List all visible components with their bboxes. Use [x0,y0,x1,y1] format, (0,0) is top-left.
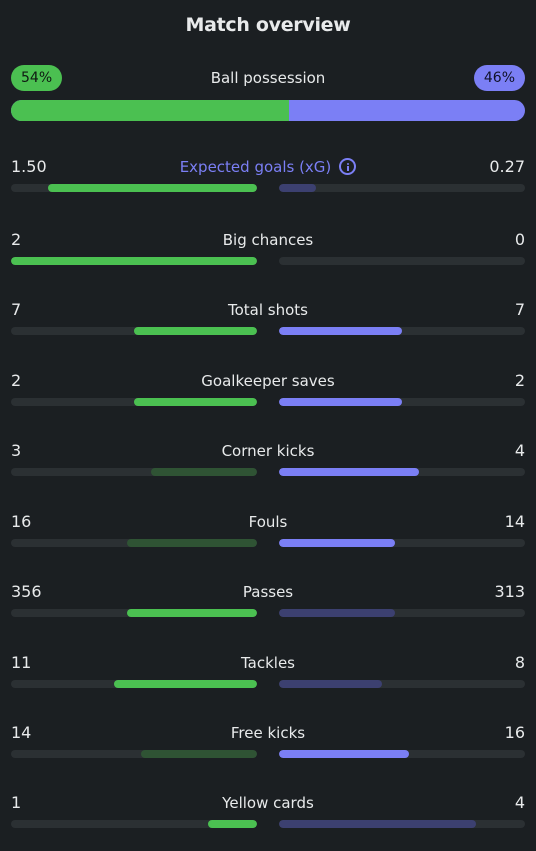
away-stat-track [279,468,525,476]
stat-label: Yellow cards [11,792,525,814]
away-stat-bar [279,468,420,476]
home-stat-value: 1.50 [11,157,47,176]
stat-row: 2 Goalkeeper saves 2 [11,370,525,410]
stat-row: 356 Passes 313 [11,581,525,621]
stat-label: Total shots [11,299,525,321]
away-stat-value: 2 [514,371,525,390]
away-stat-value: 0 [514,230,525,249]
stat-row: 1 Yellow cards 4 [11,792,525,832]
home-stat-bar [141,750,257,758]
stat-label[interactable]: Expected goals (xG) [11,156,525,178]
stat-row: 7 Total shots 7 [11,299,525,339]
info-icon[interactable] [339,158,357,175]
away-stat-bar [279,680,383,688]
stat-label: Fouls [11,511,525,533]
away-stat-value: 7 [514,300,525,319]
away-stat-track [279,609,525,617]
stat-label-text: Goalkeeper saves [201,372,335,390]
home-stat-track [11,468,257,476]
home-stat-track [11,398,257,406]
home-stat-track [11,539,257,547]
stat-label-text: Free kicks [230,724,306,742]
home-stat-value: 356 [11,582,42,601]
stat-row: 11 Tackles 8 [11,652,525,692]
stat-label: Passes [11,581,525,603]
home-stat-bar [134,398,257,406]
away-possession-badge: 46% [473,65,525,91]
away-stat-bar [279,539,395,547]
home-possession-badge: 54% [11,65,63,91]
stat-label-text: Passes [242,583,294,601]
stat-row: 2 Big chances 0 [11,229,525,269]
away-stat-value: 16 [504,723,525,742]
possession-header: 54% Ball possession 46% [11,65,525,91]
home-stat-track [11,820,257,828]
home-stat-value: 3 [11,441,22,460]
stat-row: 3 Corner kicks 4 [11,440,525,480]
home-stat-track [11,257,257,265]
away-stat-value: 14 [504,512,525,531]
home-stat-track [11,327,257,335]
home-stat-bar [11,257,257,265]
away-stat-bar [279,750,410,758]
home-stat-bar [114,680,257,688]
stat-label-text: Fouls [248,513,288,531]
away-stat-track [279,398,525,406]
possession-bar [11,100,525,121]
home-stat-bar [47,184,257,192]
away-stat-value: 0.27 [489,157,525,176]
home-stat-bar [134,327,257,335]
away-stat-value: 4 [514,793,525,812]
away-stat-value: 4 [514,441,525,460]
away-stat-track [279,680,525,688]
stat-label: Big chances [11,229,525,251]
home-possession-fill [11,100,289,121]
stat-row: 1.50 Expected goals (xG) 0.27 [11,156,525,196]
away-stat-bar [279,609,395,617]
stat-label: Corner kicks [11,440,525,462]
away-stat-track [279,820,525,828]
home-stat-track [11,609,257,617]
stat-label: Free kicks [11,722,525,744]
stat-row: 16 Fouls 14 [11,511,525,551]
stat-label-text: Tackles [240,654,296,672]
away-stat-bar [279,184,316,192]
away-stat-track [279,539,525,547]
home-stat-value: 2 [11,230,22,249]
stat-label-text: Total shots [228,301,308,319]
home-stat-track [11,680,257,688]
home-stat-value: 1 [11,793,22,812]
stat-label-text: Corner kicks [221,442,315,460]
home-stat-value: 7 [11,300,22,319]
home-stat-bar [151,468,257,476]
stat-label: Goalkeeper saves [11,370,525,392]
possession-label: Ball possession [210,69,326,87]
home-stat-value: 2 [11,371,22,390]
home-stat-value: 14 [11,723,32,742]
page-title: Match overview [185,14,351,36]
stat-label-text: Yellow cards [222,794,314,812]
home-stat-value: 11 [11,653,32,672]
away-stat-bar [279,398,402,406]
home-stat-value: 16 [11,512,32,531]
away-stat-track [279,750,525,758]
away-stat-track [279,257,525,265]
stat-label-text: Expected goals (xG) [179,158,332,176]
away-stat-value: 313 [494,582,525,601]
away-stat-bar [279,820,476,828]
away-stat-bar [279,327,402,335]
home-stat-track [11,184,257,192]
home-stat-bar [126,609,257,617]
home-stat-track [11,750,257,758]
stat-label: Tackles [11,652,525,674]
away-stat-track [279,184,525,192]
away-stat-value: 8 [514,653,525,672]
home-stat-bar [126,539,257,547]
away-stat-track [279,327,525,335]
stat-row: 14 Free kicks 16 [11,722,525,762]
stat-label-text: Big chances [222,231,314,249]
home-stat-bar [207,820,257,828]
